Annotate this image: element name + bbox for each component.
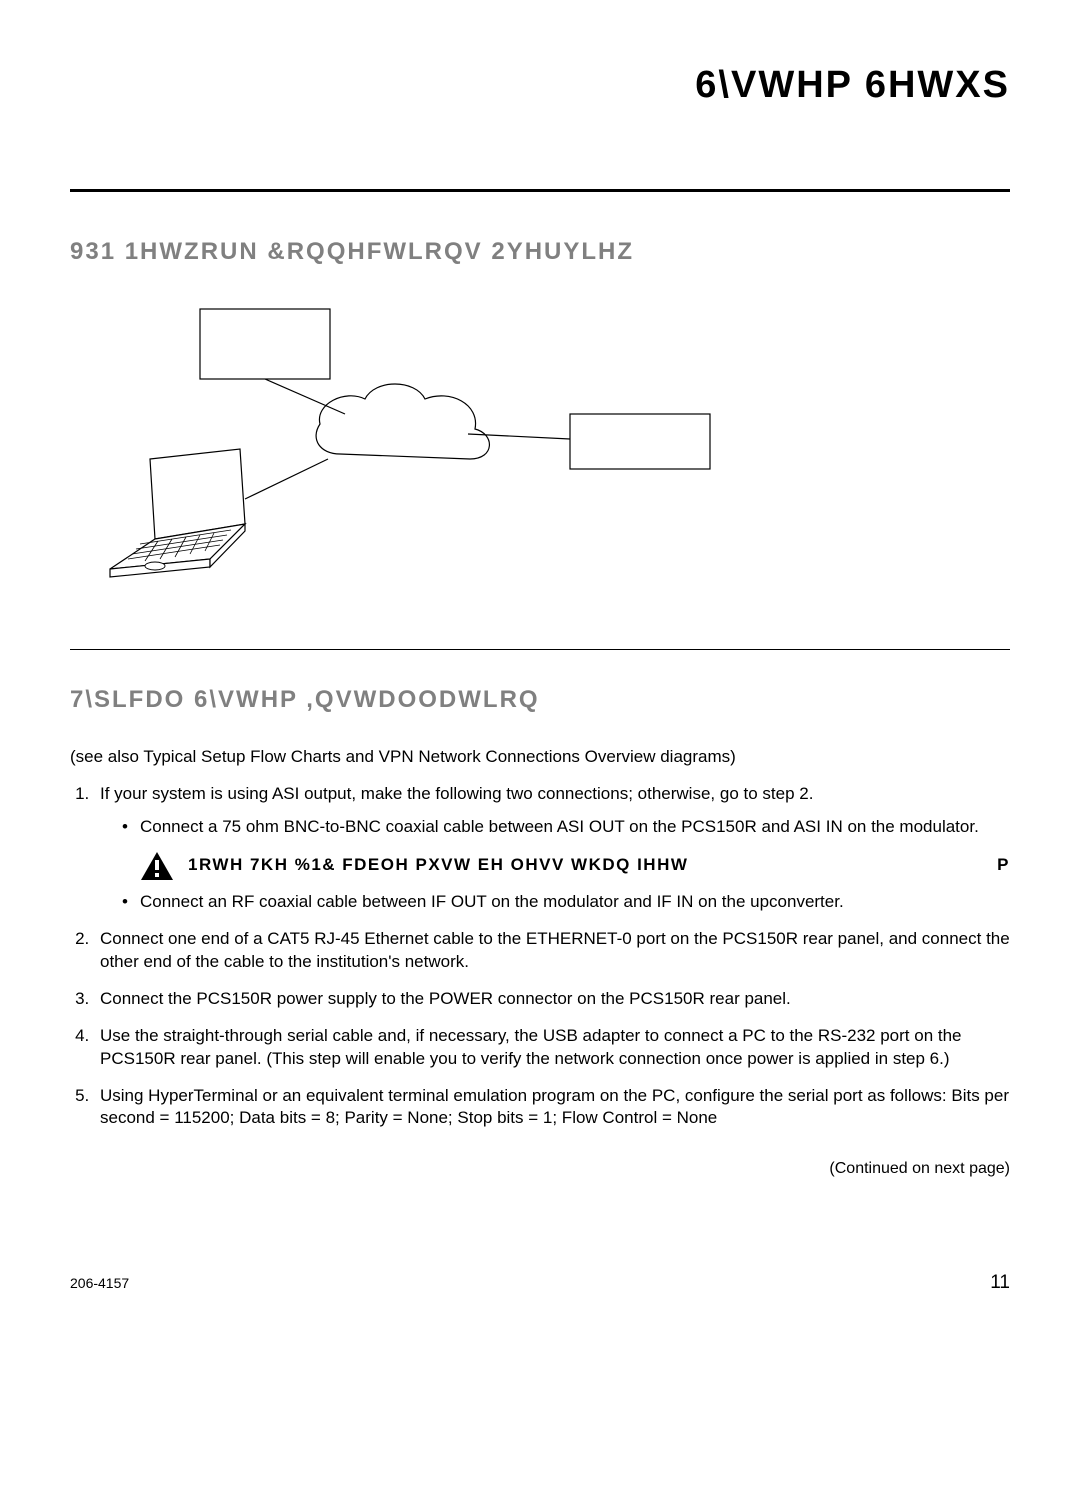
continued-text: (Continued on next page) [70, 1158, 1010, 1180]
section-rule [70, 649, 1010, 650]
install-heading: 7\SLFDO 6\VWHP ,QVWDOODWLRQ [70, 684, 1010, 716]
step-2: Connect one end of a CAT5 RJ-45 Ethernet… [94, 928, 1010, 974]
laptop-icon [110, 449, 245, 577]
cloud-icon [316, 384, 489, 459]
step-1a: Connect a 75 ohm BNC-to-BNC coaxial cabl… [122, 816, 1010, 839]
step-1b: Connect an RF coaxial cable between IF O… [122, 891, 1010, 914]
page-title: 6\VWHP 6HWXS [70, 60, 1010, 111]
note-row: 1RWH 7KH %1& FDEOH PXVW EH OHVV WKDQ IHH… [140, 851, 1010, 881]
title-rule [70, 189, 1010, 192]
diagram-box-right [570, 414, 710, 469]
step-4: Use the straight-through serial cable an… [94, 1025, 1010, 1071]
warning-icon [140, 851, 174, 881]
step-5: Using HyperTerminal or an equivalent ter… [94, 1085, 1010, 1131]
doc-id: 206-4157 [70, 1274, 129, 1293]
install-steps: If your system is using ASI output, make… [70, 783, 1010, 1130]
step-1: If your system is using ASI output, make… [94, 783, 1010, 914]
note-trail: P [997, 854, 1010, 877]
step-3: Connect the PCS150R power supply to the … [94, 988, 1010, 1011]
page-number: 11 [990, 1270, 1010, 1296]
page-footer: 206-4157 11 [70, 1270, 1010, 1296]
diagram-box-top [200, 309, 330, 379]
network-diagram [90, 299, 790, 619]
install-intro: (see also Typical Setup Flow Charts and … [70, 746, 1010, 769]
step-1-text: If your system is using ASI output, make… [100, 784, 813, 803]
overview-heading: 931 1HWZRUN &RQQHFWLRQV 2YHUYLHZ [70, 236, 1010, 268]
note-text: 1RWH 7KH %1& FDEOH PXVW EH OHVV WKDQ IHH… [188, 854, 969, 877]
